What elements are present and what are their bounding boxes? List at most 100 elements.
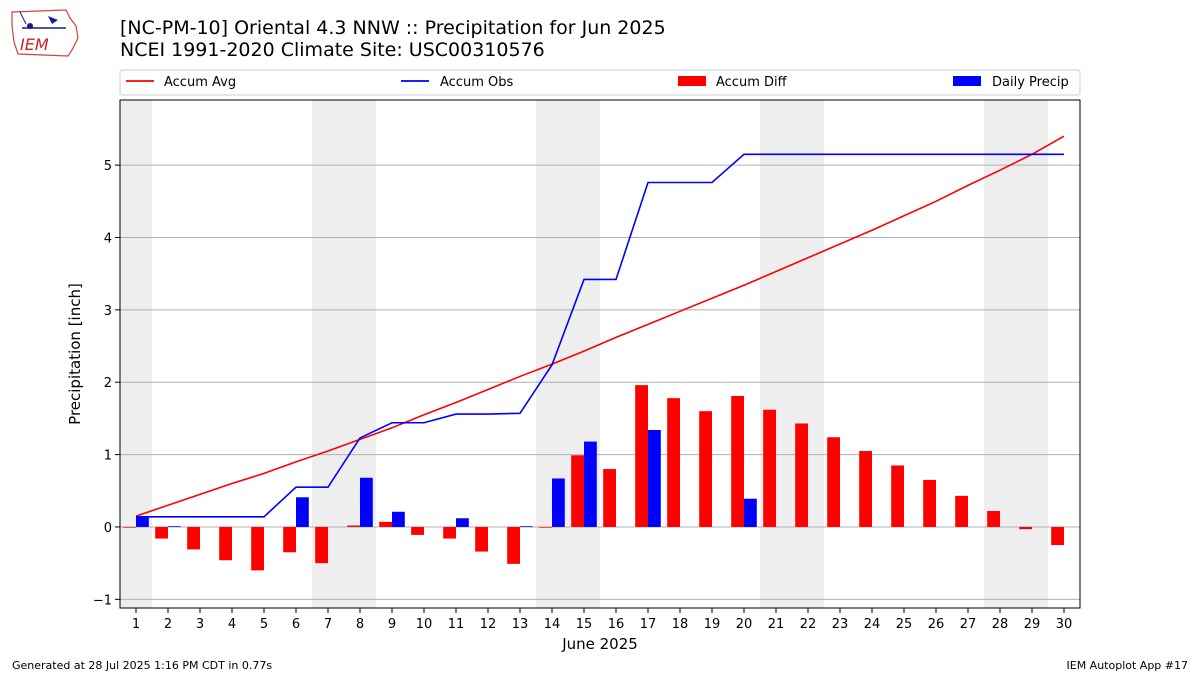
accum-diff-bar xyxy=(923,479,936,527)
chart-title: [NC-PM-10] Oriental 4.3 NNW :: Precipita… xyxy=(120,17,666,61)
x-tick-label: 8 xyxy=(356,617,364,632)
accum-diff-bar xyxy=(763,409,776,527)
accum-diff-bar xyxy=(507,526,520,564)
x-tick-label: 2 xyxy=(164,617,172,632)
accum-diff-bar xyxy=(379,521,392,527)
accum-diff-bar xyxy=(603,469,616,527)
x-tick-label: 15 xyxy=(576,617,593,632)
accum-diff-bar xyxy=(315,526,328,564)
accum-diff-bar xyxy=(347,525,360,527)
daily-precip-bar xyxy=(456,518,469,527)
accum-diff-bar xyxy=(1019,526,1032,530)
accum-diff-bar xyxy=(987,511,1000,527)
weekend-band xyxy=(312,100,344,608)
accum-diff-bar xyxy=(699,411,712,527)
weekend-band xyxy=(568,100,600,608)
x-tick-label: 13 xyxy=(512,617,529,632)
x-tick-label: 10 xyxy=(416,617,433,632)
weekend-band xyxy=(120,100,152,608)
title-line-1: [NC-PM-10] Oriental 4.3 NNW :: Precipita… xyxy=(120,17,666,39)
legend: Accum Avg Accum Obs Accum Diff Daily Precip xyxy=(119,69,1081,96)
accum-diff-bar xyxy=(283,526,296,553)
accum-diff-bar xyxy=(187,526,200,550)
x-tick-label: 14 xyxy=(544,617,561,632)
daily-precip-bar xyxy=(296,497,309,527)
y-tick-label: 2 xyxy=(104,376,112,391)
accum-diff-bar xyxy=(891,465,904,527)
accum-diff-bar xyxy=(635,385,648,527)
daily-precip-bar xyxy=(744,498,757,527)
x-tick-label: 20 xyxy=(736,617,753,632)
accum-avg-line xyxy=(135,135,1065,517)
weekend-bands xyxy=(120,100,1048,608)
logo-text: IEM xyxy=(20,35,49,54)
daily-precip-bars xyxy=(136,429,757,527)
x-tick-label: 27 xyxy=(960,617,977,632)
y-tick-label: 0 xyxy=(104,521,112,536)
y-tick-label: −1 xyxy=(93,593,112,608)
accum-obs-line xyxy=(136,153,1064,518)
gridlines xyxy=(120,164,1080,600)
x-tick-label: 25 xyxy=(896,617,913,632)
legend-label: Daily Precip xyxy=(992,75,1069,90)
daily-precip-bar xyxy=(552,478,565,527)
accum-diff-bar xyxy=(731,395,744,527)
daily-precip-bar xyxy=(520,526,533,527)
x-tick-label: 26 xyxy=(928,617,945,632)
accum-diff-bar xyxy=(475,526,488,552)
x-tick-label: 7 xyxy=(324,617,332,632)
accum-diff-bar xyxy=(1051,526,1064,546)
legend-swatch xyxy=(953,76,981,86)
legend-label: Accum Diff xyxy=(716,75,788,90)
x-tick-label: 30 xyxy=(1056,617,1073,632)
footer-app: IEM Autoplot App #17 xyxy=(1066,659,1189,672)
y-tick-label: 1 xyxy=(104,449,112,464)
weekend-band xyxy=(1016,100,1048,608)
y-tick-label: 3 xyxy=(104,304,112,319)
accum-diff-bar xyxy=(795,423,808,527)
accum-diff-bar xyxy=(219,526,232,561)
accum-diff-bar xyxy=(827,437,840,527)
footer-generated: Generated at 28 Jul 2025 1:16 PM CDT in … xyxy=(12,659,273,672)
x-tick-label: 9 xyxy=(388,617,396,632)
daily-precip-bar xyxy=(584,441,597,527)
y-axis-label: Precipitation [inch] xyxy=(66,283,84,425)
accum-diff-bar xyxy=(123,526,136,528)
x-tick-label: 6 xyxy=(292,617,300,632)
legend-box xyxy=(119,69,1081,96)
accum-diff-bar xyxy=(251,526,264,571)
daily-precip-bar xyxy=(360,477,373,527)
daily-precip-bar xyxy=(168,526,181,527)
accum-diff-bar xyxy=(155,526,168,539)
y-tick-label: 4 xyxy=(104,231,112,246)
accum-diff-bar xyxy=(859,450,872,527)
legend-label: Accum Avg xyxy=(164,75,236,90)
x-tick-label: 18 xyxy=(672,617,689,632)
x-tick-label: 1 xyxy=(132,617,140,632)
x-tick-label: 23 xyxy=(832,617,849,632)
x-tick-label: 4 xyxy=(228,617,236,632)
weekend-band xyxy=(760,100,792,608)
x-tick-label: 19 xyxy=(704,617,721,632)
accum-diff-bars xyxy=(123,385,1064,571)
plot-frame xyxy=(119,99,1081,609)
daily-precip-bar xyxy=(648,429,661,527)
x-tick-label: 24 xyxy=(864,617,881,632)
daily-precip-bar xyxy=(392,511,405,527)
x-tick-label: 17 xyxy=(640,617,657,632)
weekend-band xyxy=(792,100,824,608)
accum-diff-bar xyxy=(539,526,552,528)
accum-diff-bar xyxy=(443,526,456,539)
weekend-band xyxy=(536,100,568,608)
iem-logo: IEM xyxy=(8,6,80,58)
legend-swatch xyxy=(678,76,706,86)
legend-label: Accum Obs xyxy=(440,75,513,90)
x-axis-label: June 2025 xyxy=(561,635,638,653)
y-tick-label: 5 xyxy=(104,159,112,174)
accum-diff-bar xyxy=(571,455,584,527)
x-tick-label: 5 xyxy=(260,617,268,632)
x-tick-label: 3 xyxy=(196,617,204,632)
accum-lines xyxy=(135,135,1065,518)
